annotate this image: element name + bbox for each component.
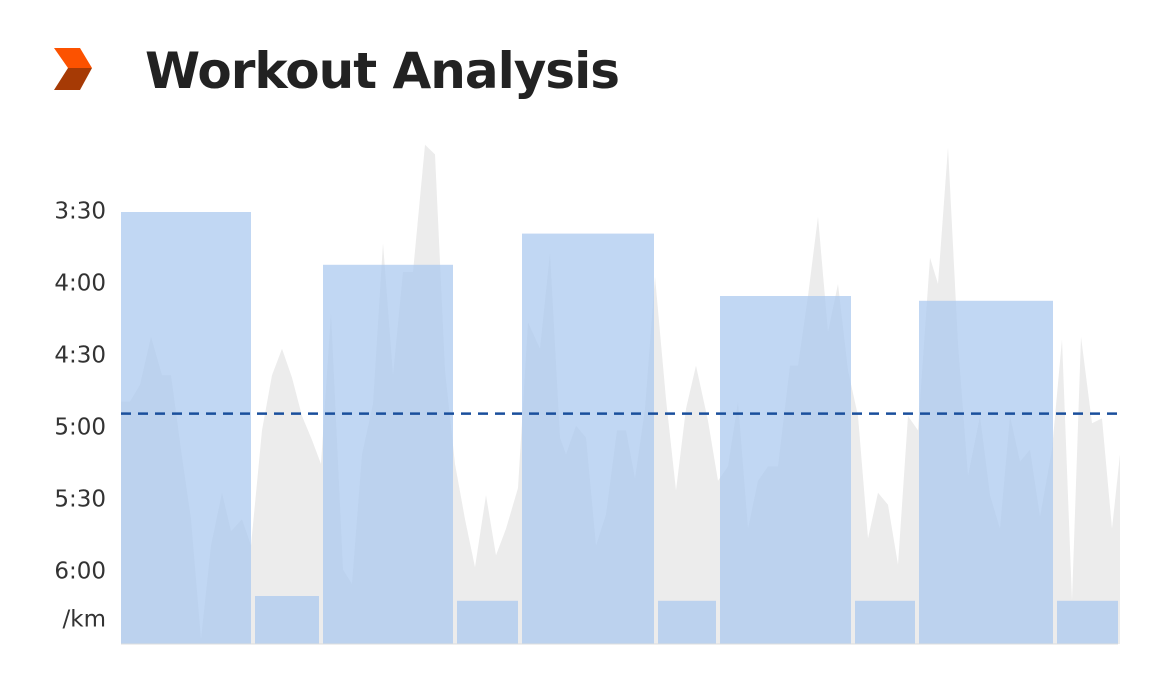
y-axis-label: /km [63,607,106,633]
lap-bar [323,264,453,644]
y-tick-label: 4:00 [54,271,106,297]
y-tick-label: 5:30 [54,487,106,513]
lap-bar [522,233,654,644]
y-tick-label: 3:30 [54,199,106,225]
lap-bar [1057,600,1118,644]
y-tick-label: 5:00 [54,415,106,441]
lap-bar [919,300,1053,644]
lap-bar [658,600,716,644]
lap-bar [720,296,851,644]
lap-bar [255,596,319,644]
lap-bar [855,600,915,644]
chart-title: Workout Analysis [145,42,619,100]
logo [54,48,92,90]
lap-bar [121,212,251,644]
y-tick-label: 6:00 [54,559,106,585]
lap-bar [457,600,518,644]
y-tick-label: 4:30 [54,343,106,369]
